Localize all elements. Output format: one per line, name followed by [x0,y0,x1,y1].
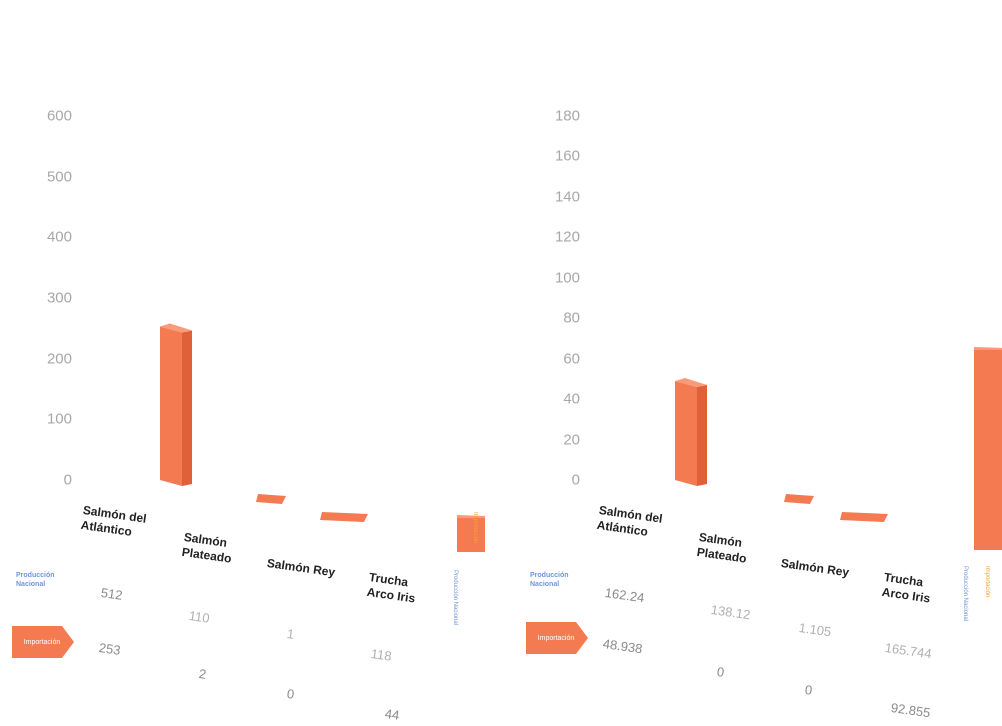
y-tick-label: 0 [571,471,580,489]
data-label: 110 [187,608,211,626]
bar-face [840,512,888,522]
y-tick-label: 500 [46,168,72,186]
bar-top [675,378,707,388]
rotated-legend-import: Importación [472,512,478,544]
bar-side [182,330,192,486]
y-tick-label: 20 [563,431,580,449]
rotated-legend-import: Importación [984,566,990,598]
chart-right: 0 20 40 60 80 100 120 140 160 180 Salmón del Atlán… [500,0,1002,726]
data-label: 118 [369,646,393,664]
y-tick-label: 140 [554,188,580,206]
y-tick-label: 600 [46,107,72,125]
bar-salmón-del-atlántico [160,323,192,486]
bar-salmón-plateado [256,494,286,504]
bar-salmón-plateado [784,494,814,504]
arrow-tag-icon [526,622,588,654]
bar-salmón-rey [840,512,888,522]
bar-face [675,381,697,486]
chart-left: 0 100 200 300 400 500 600 Salmón del Atlántico S… [0,0,500,726]
bar-face [974,350,1002,550]
legend-production: Producción Nacional [16,572,55,588]
y-tick-label: 160 [554,147,580,165]
bar-top [457,515,485,518]
legend-import: Importación [12,626,74,658]
y-tick-label: 40 [563,390,580,408]
y-tick-label: 60 [563,350,580,368]
bar-face [320,512,368,522]
y-tick-label: 200 [46,350,72,368]
y-tick-label: 0 [63,471,72,489]
y-tick-label: 300 [46,289,72,307]
data-label: 253 [97,640,122,658]
bar-salmón-rey [320,512,368,522]
y-tick-label: 100 [46,410,72,428]
bar-salmón-del-atlántico [675,378,707,486]
bars-layer [160,323,485,552]
bar-face [160,326,182,486]
bars-layer [675,347,1002,550]
bar-trucha-arco-iris [457,515,485,552]
legend-import-label: Importación [537,634,575,642]
y-tick-label: 80 [563,309,580,327]
legend-import-label: Importación [23,638,61,646]
bar-face [784,494,814,504]
legend-production: Producción Nacional [530,572,569,588]
bar-trucha-arco-iris [974,347,1002,550]
arrow-tag-icon [12,626,74,658]
bar-top [974,347,1002,350]
data-label: 512 [99,585,124,603]
y-tick-label: 400 [46,228,72,246]
bar-side [697,385,707,486]
data-label: 44 [383,706,401,723]
y-tick-label: 120 [554,228,580,246]
bar-top [160,323,192,333]
legend-import: Importación [526,622,588,654]
bar-face [457,518,485,552]
bar-face [256,494,286,504]
rotated-legend-production: Producción Nacional [452,570,458,626]
y-tick-label: 100 [554,269,580,287]
y-tick-label: 180 [554,107,580,125]
rotated-legend-production: Producción Nacional [962,566,968,622]
